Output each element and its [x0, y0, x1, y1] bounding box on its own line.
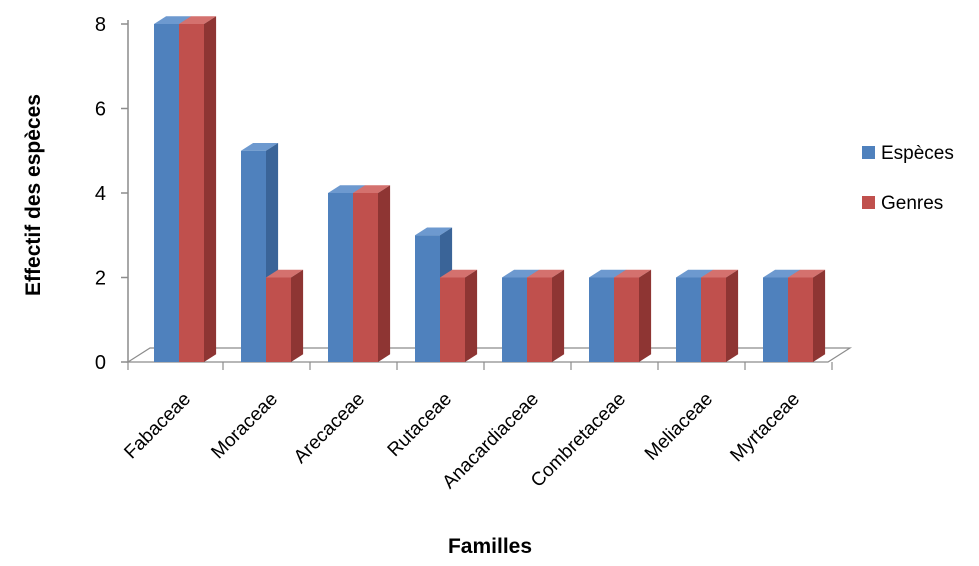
- bar-front-face: [676, 277, 701, 362]
- bar-top-face: [763, 269, 801, 278]
- legend-swatch: [862, 146, 875, 159]
- legend-label: Espèces: [881, 143, 954, 164]
- y-tick-label: 6: [95, 99, 106, 121]
- bar-side-face: [378, 185, 391, 362]
- bar-top-face: [614, 269, 652, 278]
- bar-front-face: [440, 277, 465, 362]
- bar-genres-moraceae: [266, 269, 304, 362]
- legend-item-espèces: Espèces: [862, 143, 954, 164]
- legend-label: Genres: [881, 193, 943, 214]
- bar-front-face: [241, 150, 266, 362]
- bar-top-face: [527, 269, 565, 278]
- bar-top-face: [589, 269, 627, 278]
- bar-top-face: [502, 269, 540, 278]
- bar-top-face: [701, 269, 739, 278]
- bar-front-face: [527, 277, 552, 362]
- bar-genres-combretaceae: [614, 269, 652, 362]
- bar-side-face: [639, 269, 652, 362]
- bar-top-face: [676, 269, 714, 278]
- y-tick-label: 0: [95, 352, 106, 374]
- bar-top-face: [179, 16, 217, 24]
- bar-genres-rutaceae: [440, 269, 478, 362]
- bar-side-face: [465, 269, 478, 362]
- bar-genres-anacardiaceae: [527, 269, 565, 362]
- bars: [154, 16, 826, 363]
- bar-genres-arecaceae: [353, 185, 391, 362]
- bar-side-face: [204, 16, 217, 363]
- category-labels: Fabaceae Moraceae Arecaceae RutaceaeAnacard…: [120, 389, 804, 493]
- bar-side-face: [726, 269, 739, 362]
- axes: 0 2 4 6 8: [95, 14, 853, 374]
- x-tick-label: Arecaceae: [290, 389, 369, 468]
- x-tick-label: Combretaceae: [527, 389, 630, 492]
- bar-top-face: [415, 227, 453, 236]
- bar-front-face: [614, 277, 639, 362]
- legend-item-genres: Genres: [862, 193, 943, 214]
- bar-top-face: [328, 185, 366, 193]
- bar-top-face: [266, 269, 304, 278]
- chart-floor: [125, 347, 853, 363]
- bar-front-face: [353, 193, 378, 362]
- y-tick-label: 2: [95, 268, 106, 290]
- x-tick-label: Rutaceae: [384, 389, 456, 461]
- x-axis-title: Familles: [448, 535, 532, 558]
- bar-front-face: [788, 277, 813, 362]
- bar-genres-fabaceae: [179, 16, 217, 363]
- y-tick-label: 4: [95, 183, 106, 205]
- x-tick-label: Meliaceae: [641, 389, 717, 465]
- bar-front-face: [589, 277, 614, 362]
- bar-top-face: [440, 269, 478, 278]
- bar-front-face: [179, 24, 204, 362]
- bar-front-face: [415, 235, 440, 362]
- bar-front-face: [154, 24, 179, 362]
- bar-side-face: [552, 269, 565, 362]
- x-tick-label: Moraceae: [207, 389, 282, 464]
- bar-front-face: [266, 277, 291, 362]
- legend: Espèces Genres: [862, 143, 954, 214]
- bar-genres-meliaceae: [701, 269, 739, 362]
- bar-side-face: [291, 269, 304, 362]
- bar-front-face: [502, 277, 527, 362]
- bar-top-face: [241, 143, 279, 151]
- bar-top-face: [788, 269, 826, 278]
- x-tick-label: Fabaceae: [120, 389, 195, 464]
- bar-side-face: [813, 269, 826, 362]
- legend-swatch: [862, 196, 875, 209]
- y-tick-label: 8: [95, 14, 106, 36]
- bar-front-face: [763, 277, 788, 362]
- bar-genres-myrtaceae: [788, 269, 826, 362]
- bar-front-face: [328, 193, 353, 362]
- bar-top-face: [353, 185, 391, 193]
- bar-front-face: [701, 277, 726, 362]
- y-axis-title: Effectif des espèces: [22, 94, 45, 296]
- bar-top-face: [154, 16, 192, 24]
- x-tick-label: Myrtaceae: [726, 389, 804, 467]
